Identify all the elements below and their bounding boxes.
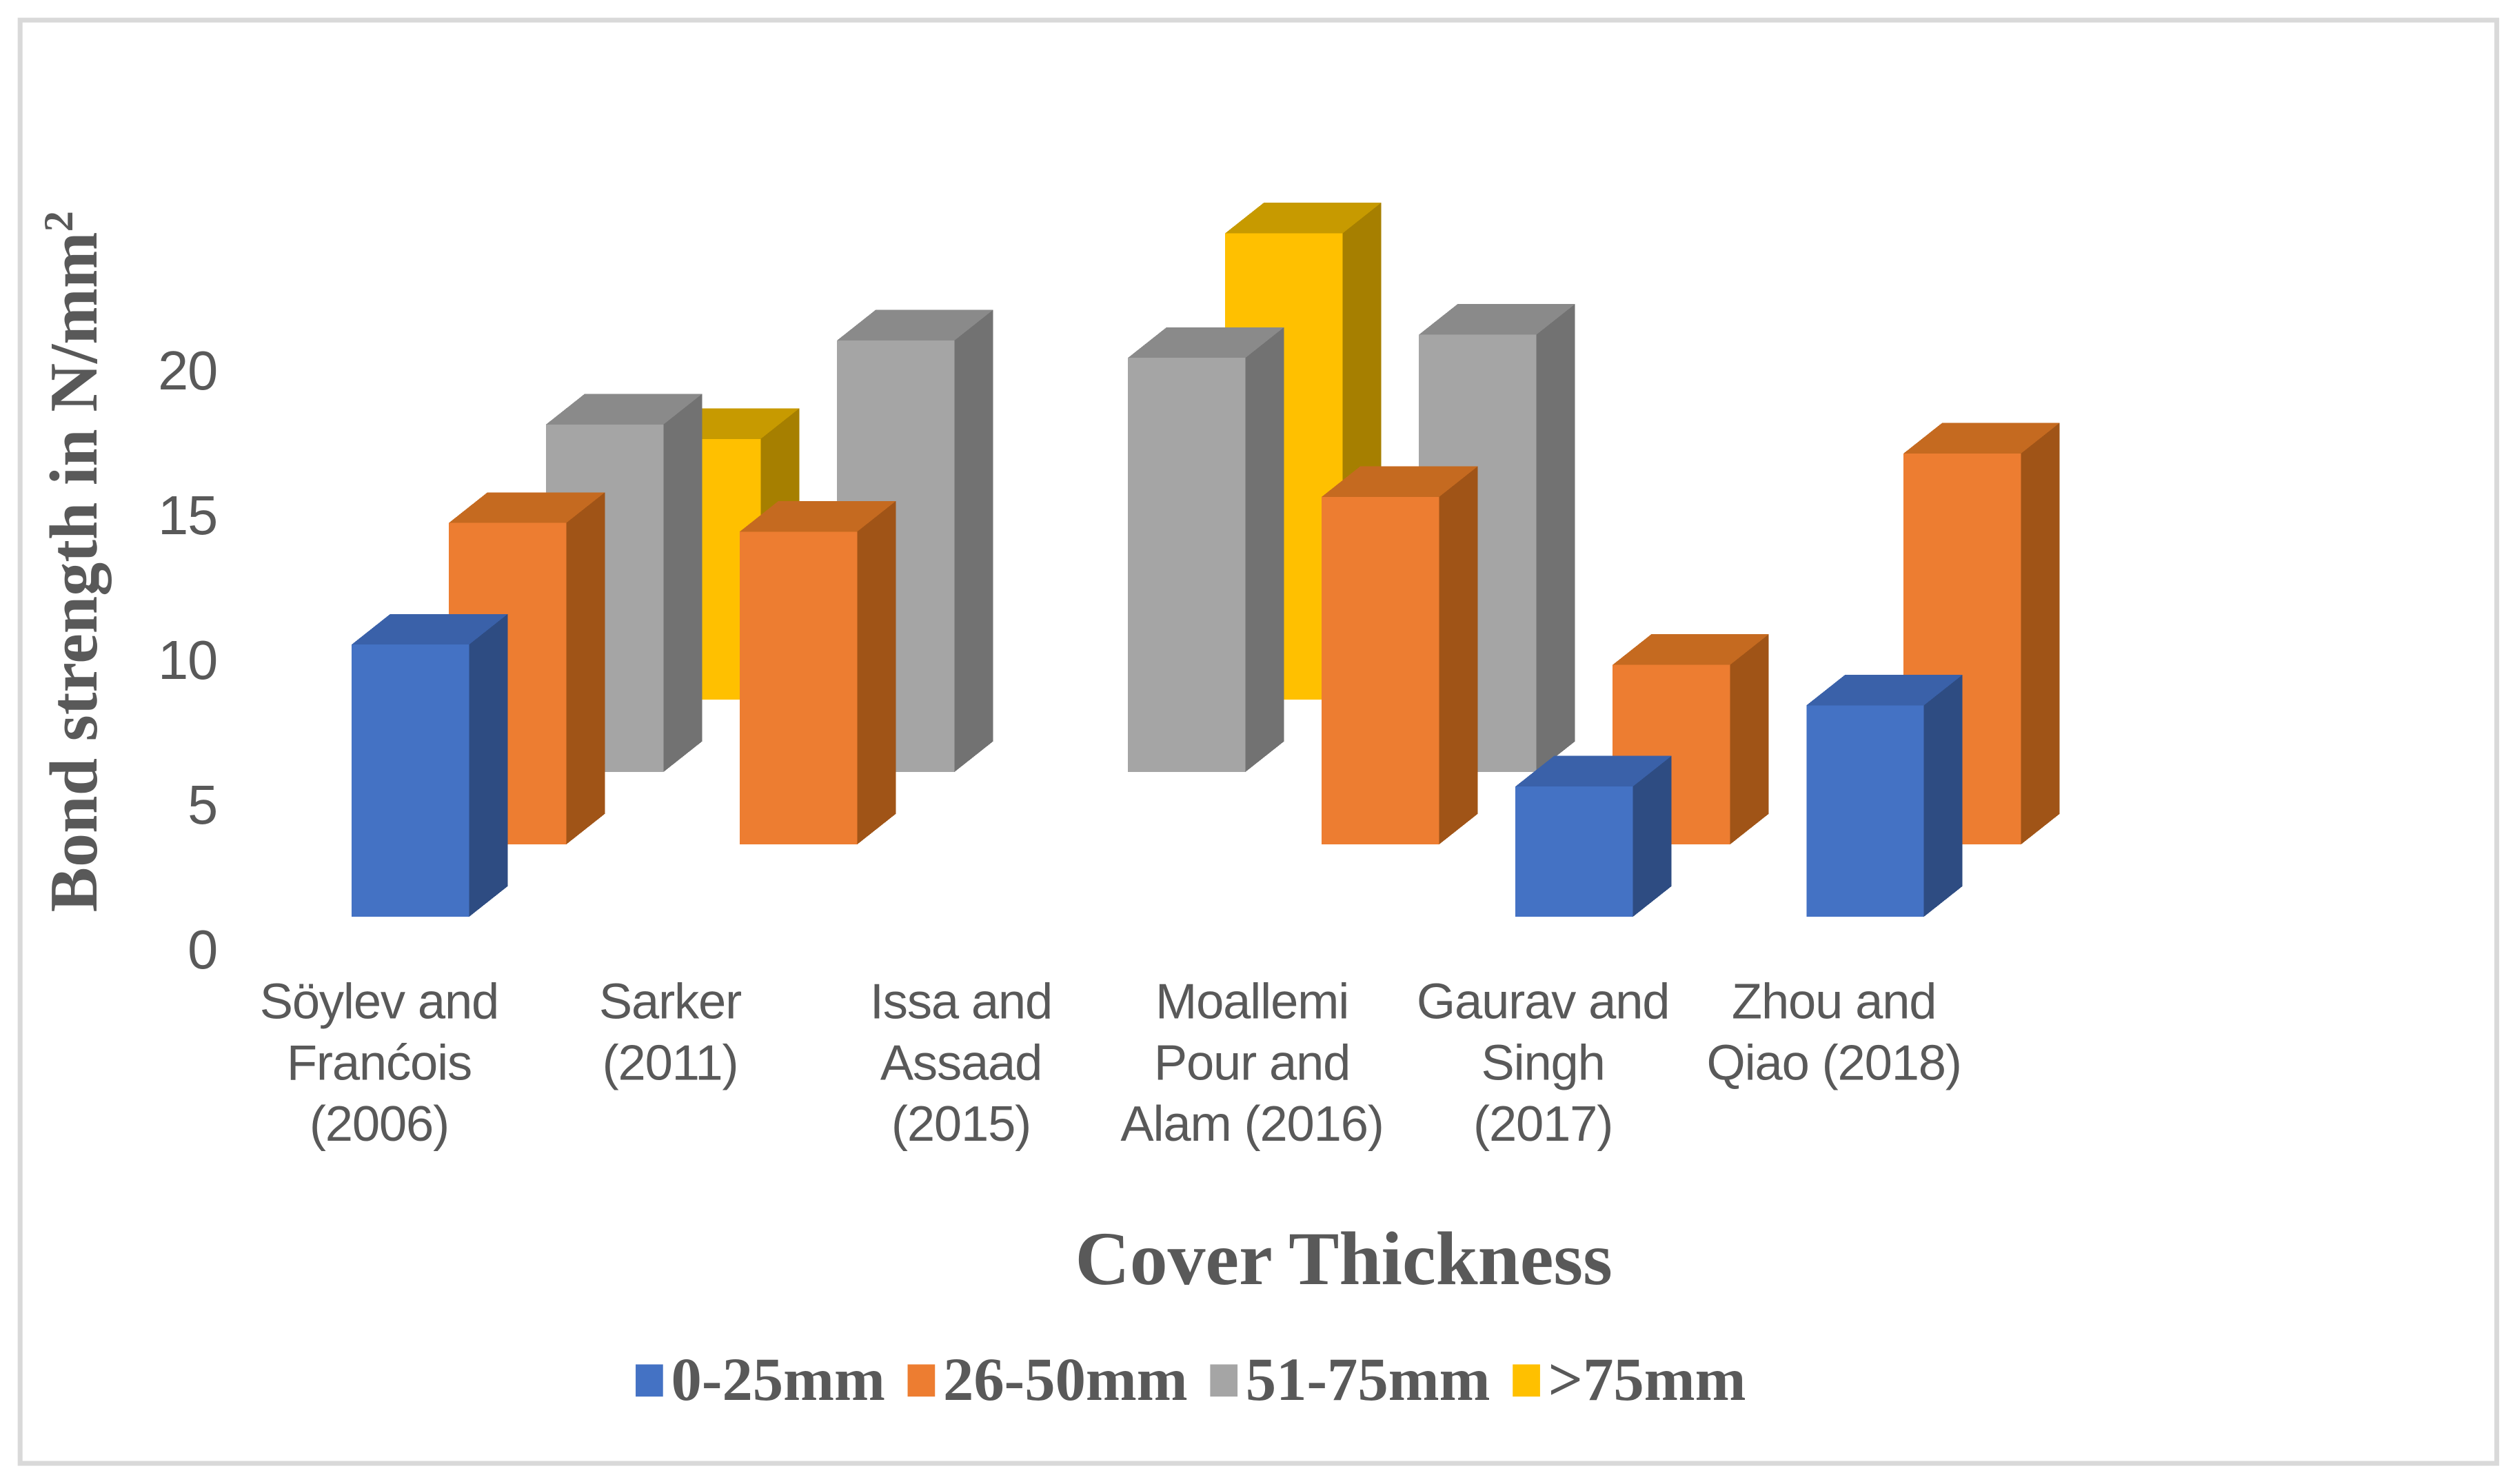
bar-face-top bbox=[1419, 304, 1575, 335]
bar-face-front bbox=[1515, 786, 1633, 917]
bar-zhou-qiao-2018-0-25mm bbox=[1806, 675, 1963, 917]
bar-face-side bbox=[1439, 466, 1478, 845]
legend-item: 51-75mm bbox=[1210, 1345, 1490, 1416]
y-tick-label: 20 bbox=[158, 341, 218, 403]
bar-face-top bbox=[352, 613, 508, 645]
category-label: Sarker (2011) bbox=[598, 973, 742, 1091]
y-axis-title: Bond strength in N/mm2 bbox=[28, 79, 124, 1044]
legend-item: 0-25mm bbox=[636, 1345, 885, 1416]
bar-sarker-2011-26-50mm bbox=[740, 500, 896, 845]
legend-item: 26-50mm bbox=[907, 1345, 1188, 1416]
bar-face-front bbox=[1128, 358, 1246, 772]
bar-face-side bbox=[1536, 304, 1575, 772]
bar-soylev-francois-2006-0-25mm bbox=[352, 613, 508, 917]
category-label: Söylev and Franćois (2006) bbox=[259, 973, 500, 1152]
bar-face-top bbox=[1128, 327, 1284, 358]
legend-label: >75mm bbox=[1548, 1346, 1746, 1414]
bar-face-side bbox=[469, 613, 508, 917]
y-tick-label: 10 bbox=[158, 631, 218, 693]
legend: 0-25mm 26-50mm 51-75mm >75mm bbox=[0, 1345, 2449, 1416]
bar-face-top bbox=[449, 492, 605, 523]
category-label: Zhou and Qiao (2018) bbox=[1706, 973, 1961, 1091]
legend-label: 26-50mm bbox=[942, 1346, 1188, 1414]
legend-label: 51-75mm bbox=[1245, 1346, 1490, 1414]
bar-face-side bbox=[1632, 755, 1672, 917]
y-axis-title-superscript: 2 bbox=[35, 211, 83, 232]
bar-face-side bbox=[1730, 634, 1769, 845]
bar-face-front bbox=[740, 531, 858, 845]
bar-face-front bbox=[1322, 496, 1439, 845]
bar-face-top bbox=[1322, 466, 1478, 497]
bar-face-side bbox=[1245, 327, 1284, 772]
legend-item: >75mm bbox=[1513, 1345, 1746, 1416]
legend-swatch-icon bbox=[1210, 1364, 1238, 1397]
category-label: Issa and Assaad (2015) bbox=[869, 973, 1053, 1152]
bar-face-top bbox=[740, 500, 896, 532]
bar-face-top bbox=[1225, 203, 1382, 234]
legend-swatch-icon bbox=[636, 1364, 663, 1397]
figure-border bbox=[17, 17, 2500, 1466]
bar-face-side bbox=[663, 394, 702, 772]
bar-issa-assaad-2015-51-75mm bbox=[1128, 327, 1284, 772]
category-label: Moallemi Pour and Alam (2016) bbox=[1120, 973, 1384, 1152]
y-tick-label: 15 bbox=[158, 486, 218, 548]
bar-face-top bbox=[1806, 675, 1963, 706]
bar-face-front bbox=[352, 644, 469, 917]
bar-face-top bbox=[1903, 423, 2060, 454]
bar-face-top bbox=[837, 309, 993, 340]
y-tick-label: 5 bbox=[188, 775, 218, 837]
bar-face-side bbox=[566, 492, 605, 845]
x-axis-title: Cover Thickness bbox=[1075, 1218, 1613, 1302]
bar-face-side bbox=[954, 309, 993, 772]
legend-label: 0-25mm bbox=[671, 1346, 885, 1414]
bar-face-top bbox=[1515, 755, 1672, 787]
bar-face-side bbox=[857, 500, 896, 845]
bar-face-side bbox=[1923, 675, 1963, 917]
bar-moallemi-pour-alam-2016-26-50mm bbox=[1322, 466, 1478, 845]
bar-face-front bbox=[1806, 705, 1924, 917]
bar-face-top bbox=[546, 394, 702, 425]
bar-face-side bbox=[2021, 423, 2060, 845]
bar-face-top bbox=[1613, 634, 1769, 665]
category-label: Gaurav and Singh (2017) bbox=[1416, 973, 1670, 1152]
y-tick-label: 0 bbox=[188, 920, 218, 982]
legend-swatch-icon bbox=[1513, 1364, 1540, 1397]
legend-swatch-icon bbox=[907, 1364, 936, 1397]
bar-gaurav-singh-2017-0-25mm bbox=[1515, 755, 1672, 917]
